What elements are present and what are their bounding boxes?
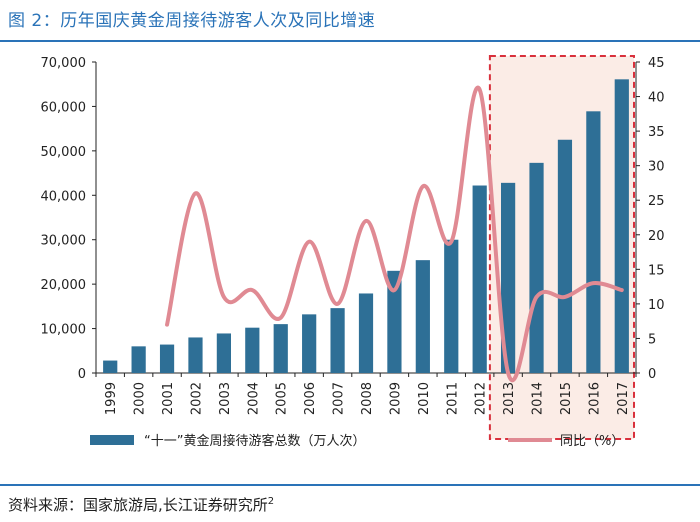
category-label: 2005 — [275, 382, 290, 415]
ticks-layer: 0 10,000 20,000 30,000 40,000 50,000 60,000 70,… — [41, 56, 665, 415]
bar — [330, 308, 345, 373]
right-tick-label: 40 — [648, 91, 665, 106]
category-label: 2004 — [246, 382, 261, 415]
bar — [245, 327, 260, 373]
left-tick-label: 10,000 — [41, 323, 87, 338]
bar — [358, 293, 374, 373]
legend-label-line: 同比（%） — [560, 434, 624, 449]
yoy-growth-line — [165, 85, 624, 383]
legend-label-bar: “十一”黄金周接待游客总数（万人次） — [144, 433, 365, 449]
bar — [501, 182, 516, 373]
bar — [159, 344, 175, 373]
figure-title: 图 2：历年国庆黄金周接待游客人次及同比增速 — [8, 11, 376, 31]
right-tick-label: 10 — [648, 298, 665, 313]
source-text: 资料来源：国家旅游局,长江证券研究所 — [8, 496, 268, 514]
right-tick-label: 20 — [648, 229, 665, 244]
right-tick-label: 5 — [648, 332, 656, 347]
source-superscript: 2 — [267, 496, 275, 507]
title-rule — [0, 40, 700, 42]
right-tick-label: 15 — [648, 263, 665, 278]
bar — [557, 139, 573, 373]
category-label: 2007 — [332, 382, 347, 415]
category-label: 2017 — [616, 382, 631, 415]
category-label: 2012 — [474, 382, 489, 415]
line-layer — [165, 85, 624, 383]
bar — [188, 337, 203, 373]
category-label: 2015 — [559, 382, 574, 415]
chart-canvas: 0 10,000 20,000 30,000 40,000 50,000 60,000 70,… — [41, 55, 665, 449]
bar — [415, 260, 430, 373]
left-tick-label: 60,000 — [41, 100, 87, 115]
category-label: 2001 — [161, 382, 176, 415]
bar — [387, 270, 402, 373]
category-label: 2002 — [189, 382, 204, 415]
left-tick-label: 70,000 — [41, 56, 87, 71]
bar — [131, 346, 146, 373]
bar — [302, 314, 317, 373]
left-tick-label: 50,000 — [41, 145, 87, 160]
source-note: 资料来源：国家旅游局,长江证券研究所2 — [8, 494, 274, 515]
bars-layer — [103, 79, 629, 374]
bar — [586, 111, 601, 374]
right-tick-label: 35 — [648, 125, 665, 140]
category-label: 2000 — [133, 382, 148, 415]
bar — [529, 162, 544, 373]
legend-layer: “十一”黄金周接待游客总数（万人次） 同比（%） — [90, 433, 624, 449]
right-tick-label: 45 — [648, 56, 665, 71]
left-tick-label: 40,000 — [41, 189, 87, 204]
category-label: 2016 — [587, 382, 602, 415]
bar — [216, 333, 231, 373]
category-label: 2014 — [531, 382, 546, 415]
category-label: 2008 — [360, 382, 375, 415]
category-label: 2006 — [303, 382, 318, 415]
category-label: 2011 — [445, 382, 460, 415]
left-tick-label: 30,000 — [41, 234, 87, 249]
left-tick-label: 0 — [78, 367, 86, 382]
left-tick-label: 20,000 — [41, 278, 87, 293]
bar — [444, 239, 459, 373]
right-tick-label: 25 — [648, 194, 665, 209]
source-rule — [0, 484, 700, 486]
category-label: 2009 — [388, 382, 403, 415]
right-tick-label: 0 — [648, 367, 656, 382]
right-tick-label: 30 — [648, 160, 665, 175]
bar — [273, 324, 288, 373]
bar — [103, 360, 118, 373]
category-label: 2003 — [218, 382, 233, 415]
category-label: 2010 — [417, 382, 432, 415]
bar — [472, 185, 487, 373]
legend-swatch-bar — [90, 435, 134, 445]
bar — [614, 79, 629, 373]
category-label: 1999 — [104, 382, 119, 415]
category-label: 2013 — [502, 382, 517, 415]
